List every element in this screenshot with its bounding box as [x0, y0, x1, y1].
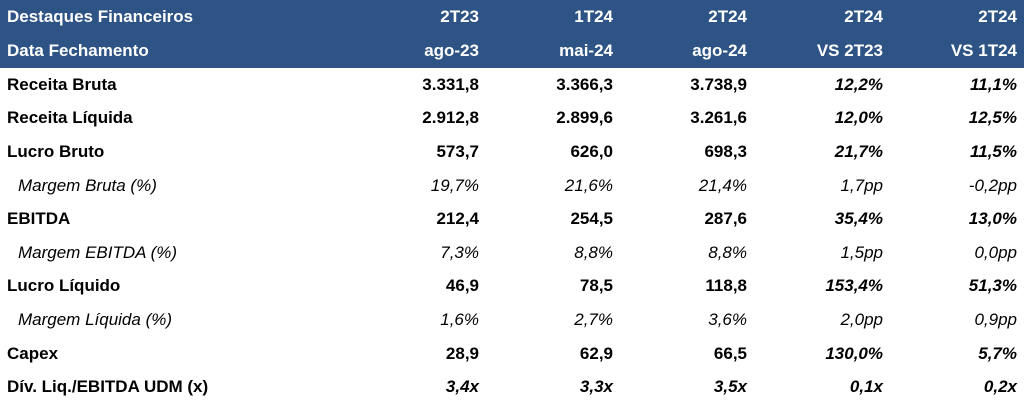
- header-date-2t24: ago-24: [692, 41, 747, 60]
- cell-vs-1t24: 0,9pp: [974, 309, 1017, 329]
- header-date-2t23: ago-23: [424, 41, 479, 60]
- cell-1t24: 8,8%: [574, 242, 613, 262]
- header-col-2t23: 2T23: [440, 7, 479, 26]
- cell-1t24: 2,7%: [574, 309, 613, 329]
- cell-2t23: 7,3%: [440, 242, 479, 262]
- cell-2t23: 3,4x: [445, 377, 479, 397]
- cell-2t24: 66,5: [713, 343, 747, 363]
- table-row: Receita Líquida 2.912,8 2.899,6 3.261,6 …: [0, 102, 1024, 136]
- header-subtitle: Data Fechamento: [7, 41, 149, 60]
- cell-vs-1t24: -0,2pp: [968, 175, 1017, 195]
- cell-2t23: 2.912,8: [422, 108, 479, 128]
- cell-2t24: 8,8%: [708, 242, 747, 262]
- row-label: Receita Bruta: [7, 74, 117, 94]
- cell-1t24: 3.366,3: [556, 74, 613, 94]
- header-col-1t24: 1T24: [574, 7, 613, 26]
- cell-2t23: 28,9: [445, 343, 479, 363]
- cell-2t24: 3.261,6: [690, 108, 747, 128]
- table-row: Lucro Bruto 573,7 626,0 698,3 21,7% 11,5…: [0, 135, 1024, 169]
- table-row: Capex 28,9 62,9 66,5 130,0% 5,7%: [0, 337, 1024, 371]
- cell-2t24: 3,6%: [708, 309, 747, 329]
- cell-2t23: 19,7%: [430, 175, 479, 195]
- header-date-1t24: mai-24: [559, 41, 613, 60]
- cell-1t24: 62,9: [579, 343, 613, 363]
- cell-vs-2t23: 21,7%: [834, 141, 883, 161]
- cell-vs-2t23: 130,0%: [825, 343, 883, 363]
- cell-1t24: 78,5: [579, 276, 613, 296]
- row-label: Margem Bruta (%): [18, 175, 157, 195]
- row-label: Margem Líquida (%): [18, 309, 173, 329]
- cell-2t24: 3,5x: [713, 377, 747, 397]
- row-label: Receita Líquida: [7, 108, 133, 128]
- cell-vs-2t23: 0,1x: [849, 377, 883, 397]
- cell-vs-2t23: 12,2%: [834, 74, 883, 94]
- table-row: Receita Bruta 3.331,8 3.366,3 3.738,9 12…: [0, 68, 1024, 102]
- header-col-var-1t24: 2T24: [978, 7, 1017, 26]
- cell-vs-2t23: 153,4%: [825, 276, 883, 296]
- row-label: EBITDA: [7, 209, 71, 229]
- cell-2t24: 3.738,9: [690, 74, 747, 94]
- cell-vs-1t24: 11,1%: [970, 74, 1017, 94]
- cell-1t24: 21,6%: [564, 175, 613, 195]
- table-row: Margem Líquida (%) 1,6% 2,7% 3,6% 2,0pp …: [0, 303, 1024, 337]
- row-label: Lucro Bruto: [7, 141, 105, 161]
- table-row: Margem EBITDA (%) 7,3% 8,8% 8,8% 1,5pp 0…: [0, 236, 1024, 270]
- table-row: Margem Bruta (%) 19,7% 21,6% 21,4% 1,7pp…: [0, 169, 1024, 203]
- cell-vs-2t23: 2,0pp: [840, 309, 883, 329]
- table-row: EBITDA 212,4 254,5 287,6 35,4% 13,0%: [0, 202, 1024, 236]
- table-row: Lucro Líquido 46,9 78,5 118,8 153,4% 51,…: [0, 270, 1024, 304]
- cell-1t24: 2.899,6: [556, 108, 613, 128]
- row-label: Lucro Líquido: [7, 276, 121, 296]
- cell-2t23: 3.331,8: [422, 74, 479, 94]
- table-row: Dív. Liq./EBITDA UDM (x) 3,4x 3,3x 3,5x …: [0, 370, 1024, 404]
- cell-vs-1t24: 12,5%: [968, 108, 1017, 128]
- row-label: Margem EBITDA (%): [18, 242, 178, 262]
- cell-vs-1t24: 5,7%: [978, 343, 1017, 363]
- cell-vs-1t24: 11,5%: [970, 141, 1017, 161]
- cell-1t24: 3,3x: [579, 377, 613, 397]
- cell-2t24: 698,3: [704, 141, 747, 161]
- cell-vs-1t24: 0,0pp: [974, 242, 1017, 262]
- cell-2t23: 1,6%: [440, 309, 479, 329]
- header-row-date: Data Fechamento ago-23 mai-24 ago-24 VS …: [0, 34, 1024, 68]
- table-body: Receita Bruta 3.331,8 3.366,3 3.738,9 12…: [0, 68, 1024, 404]
- cell-vs-2t23: 35,4%: [834, 209, 883, 229]
- cell-vs-1t24: 51,3%: [968, 276, 1017, 296]
- cell-2t23: 46,9: [445, 276, 479, 296]
- cell-2t24: 21,4%: [698, 175, 747, 195]
- header-vs-2t23: VS 2T23: [816, 41, 883, 60]
- cell-2t24: 118,8: [705, 276, 747, 296]
- table-header: Destaques Financeiros 2T23 1T24 2T24 2T2…: [0, 0, 1024, 68]
- cell-1t24: 254,5: [570, 209, 613, 229]
- cell-2t23: 573,7: [436, 141, 479, 161]
- cell-vs-2t23: 1,5pp: [840, 242, 883, 262]
- cell-vs-1t24: 13,0%: [968, 209, 1017, 229]
- cell-2t23: 212,4: [436, 209, 479, 229]
- cell-vs-2t23: 12,0%: [834, 108, 883, 128]
- cell-2t24: 287,6: [704, 209, 747, 229]
- cell-1t24: 626,0: [570, 141, 613, 161]
- header-col-var-2t23: 2T24: [844, 7, 883, 26]
- row-label: Capex: [7, 343, 59, 363]
- cell-vs-1t24: 0,2x: [983, 377, 1017, 397]
- row-label: Dív. Liq./EBITDA UDM (x): [7, 377, 209, 397]
- header-row-period: Destaques Financeiros 2T23 1T24 2T24 2T2…: [0, 0, 1024, 34]
- header-vs-1t24: VS 1T24: [950, 41, 1017, 60]
- header-title: Destaques Financeiros: [7, 7, 194, 26]
- header-col-2t24: 2T24: [708, 7, 747, 26]
- cell-vs-2t23: 1,7pp: [840, 175, 883, 195]
